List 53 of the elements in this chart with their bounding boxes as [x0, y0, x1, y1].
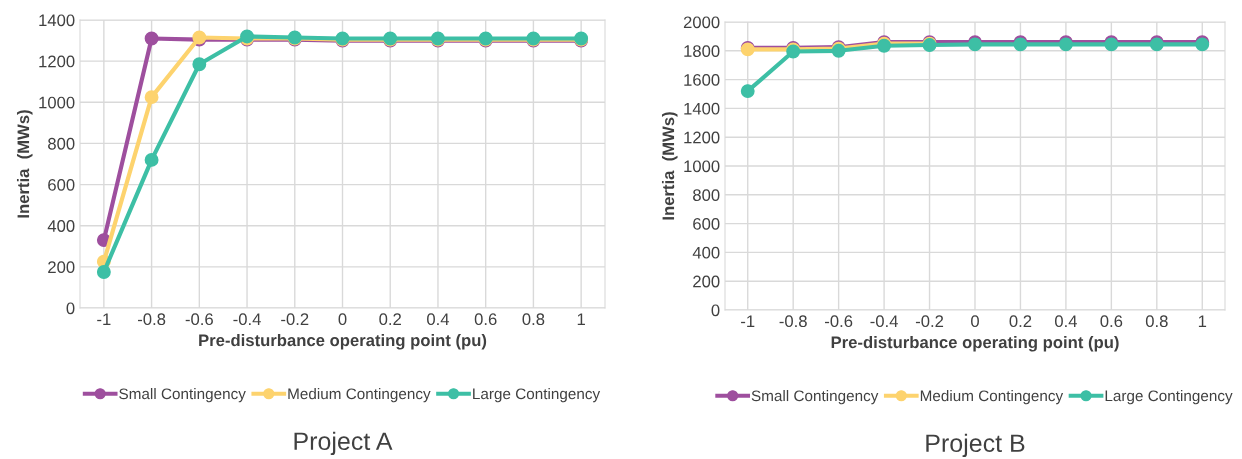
x-tick-label: -0.8: [779, 315, 807, 328]
x-tick-label: 0.6: [1100, 315, 1123, 328]
y-tick-label: 600: [48, 178, 75, 191]
y-tick-label: 1200: [684, 131, 720, 144]
x-tick-label: 0: [971, 315, 979, 328]
x-tick-label: -0.4: [870, 315, 898, 328]
y-tick-label: 2000: [683, 16, 720, 29]
y-tick-label: 800: [48, 137, 75, 150]
y-tick-label: 1000: [39, 96, 75, 109]
y-tick-label: 1200: [39, 55, 75, 68]
y-tick-label: 600: [693, 218, 720, 230]
x-tick-label: -1: [97, 313, 111, 325]
y-tick-label: 1800: [684, 45, 720, 57]
x-tick-label: 0.8: [522, 313, 545, 326]
x-tick-label: -0.2: [281, 313, 309, 326]
y-axis-title: Inertia (MWs): [661, 112, 678, 220]
text: Project B: [926, 433, 1025, 458]
y-tick-label: 1400: [684, 102, 720, 115]
y-tick-label: 0: [66, 302, 75, 315]
legend-label: Large Contingency: [1105, 389, 1233, 405]
x-tick-label: -0.4: [233, 313, 261, 326]
x-tick-label: 1: [1198, 315, 1207, 327]
y-tick-label: 0: [711, 304, 720, 317]
legend-label: Medium Contingency: [920, 389, 1064, 405]
y-tick-label: 1600: [684, 74, 720, 86]
legend-label: Large Contingency: [473, 387, 601, 403]
x-tick-label: -1: [741, 315, 755, 327]
y-tick-label: 1400: [39, 14, 75, 27]
x-tick-label: 0.8: [1145, 315, 1168, 328]
y-tick-label: 400: [47, 220, 75, 232]
text: Project A: [294, 431, 393, 456]
x-tick-label: 0.4: [427, 313, 450, 326]
x-tick-label: 0: [338, 313, 347, 326]
y-tick-label: 200: [48, 261, 75, 274]
x-tick-label: 1: [577, 313, 585, 325]
x-axis-title: Pre-disturbance operating point (pu): [831, 335, 1119, 352]
legend-label: Small Contingency: [751, 389, 879, 405]
x-tick-label: -0.8: [137, 313, 166, 326]
x-tick-label: -0.6: [185, 313, 213, 326]
x-tick-label: -0.2: [915, 315, 944, 328]
legend-label: Medium Contingency: [288, 387, 431, 403]
legend-label: Small Contingency: [119, 387, 246, 403]
y-tick-label: 800: [693, 189, 720, 201]
y-axis-title: Inertia (MWs): [16, 110, 33, 218]
x-tick-label: -0.6: [825, 315, 853, 328]
y-tick-label: 400: [692, 246, 720, 259]
x-tick-label: 0.6: [474, 313, 497, 326]
x-tick-label: 0.4: [1054, 315, 1078, 328]
y-tick-label: 1000: [684, 160, 720, 173]
x-axis-title: Pre-disturbance operating point (pu): [199, 333, 487, 350]
x-tick-label: 0.2: [1009, 315, 1032, 328]
y-tick-label: 200: [693, 275, 720, 288]
x-tick-label: 0.2: [379, 313, 401, 326]
